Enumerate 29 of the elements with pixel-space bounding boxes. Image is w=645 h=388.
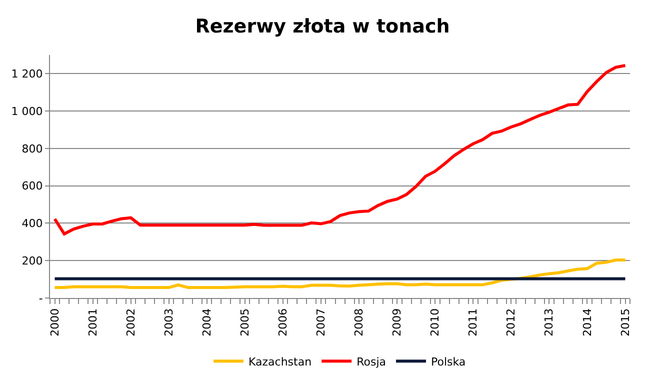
y-tick-label: 400 (22, 217, 43, 230)
x-tick-label: 2008 (352, 308, 366, 336)
x-tick-label: 2002 (124, 308, 138, 336)
x-tick-label: 2015 (618, 308, 632, 336)
x-tick-label: 2006 (276, 308, 290, 336)
x-tick-label: 2007 (314, 308, 328, 336)
legend-label: Rosja (356, 355, 386, 368)
legend-label: Polska (431, 355, 466, 368)
line-series (53, 258, 627, 290)
y-tick-label: - (38, 292, 43, 305)
y-tick-label: 1 000 (11, 104, 43, 118)
x-tick-label: 2003 (162, 308, 176, 336)
x-tick-label: 2000 (48, 308, 62, 336)
x-tick-label: 2005 (238, 308, 252, 336)
y-tick-label: 200 (22, 254, 43, 268)
x-tick-label: 2011 (466, 308, 480, 336)
y-tick-label: 800 (22, 142, 43, 156)
x-tick-label: 2009 (390, 308, 404, 336)
x-tick-label: 2013 (542, 308, 556, 336)
x-tick-label: 2012 (504, 308, 518, 336)
x-tick-label: 2004 (200, 308, 214, 336)
line-series (53, 64, 627, 236)
legend-label: Kazachstan (248, 355, 312, 368)
y-tick-label: 600 (22, 180, 43, 193)
y-tick-label: 1 200 (11, 68, 43, 81)
x-tick-label: 2001 (86, 308, 100, 336)
x-tick-label: 2010 (428, 308, 442, 336)
x-tick-label: 2014 (580, 308, 594, 336)
chart-title: Rezerwy złota w tonach (195, 16, 450, 38)
